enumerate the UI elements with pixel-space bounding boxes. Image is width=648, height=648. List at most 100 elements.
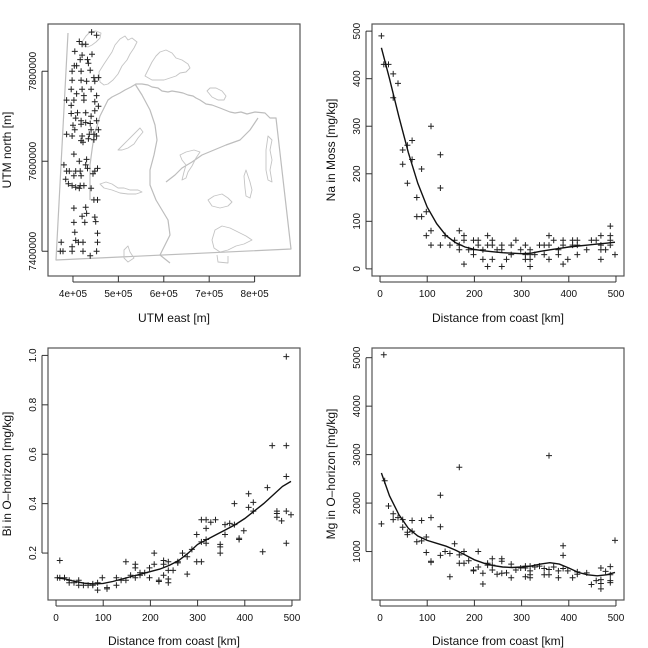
na-point-16 <box>437 151 444 158</box>
map-point-7 <box>89 51 95 58</box>
east-lake-coastline <box>206 87 227 101</box>
bi-smooth-line <box>57 480 292 585</box>
bi-point-64 <box>222 521 228 528</box>
south-lake <box>211 225 253 253</box>
na-point-73 <box>555 251 562 258</box>
bi-point-15 <box>99 574 106 581</box>
bi-ytick-label-1: 0.4 <box>28 496 39 510</box>
mg-point-39 <box>479 581 486 587</box>
map-point-32 <box>68 102 75 109</box>
map-x-axis-label: UTM east [m] <box>138 311 210 325</box>
na-point-51 <box>498 263 505 270</box>
south-bay <box>216 254 229 264</box>
mg-point-72 <box>560 552 567 559</box>
southwest-inlet <box>123 245 135 263</box>
bi-xtick-label-3: 300 <box>189 613 206 624</box>
mg-ytick-label-3: 4000 <box>352 395 363 418</box>
bi-ytick-label-2: 0.6 <box>28 447 39 461</box>
bi-point-1 <box>56 557 63 564</box>
map-ytick-label-1: 7600000 <box>28 141 39 180</box>
mg-point-45 <box>494 571 501 578</box>
mg-point-31 <box>461 548 467 555</box>
mg-y-axis-label: Mg in O–horizon [mg/kg] <box>324 409 338 540</box>
mg-point-80 <box>593 577 600 584</box>
map-point-35 <box>68 110 75 117</box>
map-xtick-label-3: 7e+05 <box>195 289 224 300</box>
mg-point-16 <box>423 534 430 540</box>
map-point-11 <box>73 62 80 69</box>
na-point-90 <box>602 246 609 253</box>
map-point-80 <box>80 182 87 189</box>
bi-point-73 <box>245 504 252 511</box>
na-point-57 <box>522 242 529 249</box>
map-point-33 <box>95 103 102 110</box>
mg-point-17 <box>423 549 430 556</box>
mg-point-25 <box>446 550 453 557</box>
map-point-12 <box>85 60 92 67</box>
na-point-26 <box>446 242 453 249</box>
na-point-20 <box>423 208 430 215</box>
bi-point-84 <box>283 442 290 449</box>
map-point-42 <box>70 122 76 129</box>
na-point-91 <box>607 223 614 230</box>
map-point-31 <box>91 98 98 105</box>
mg-point-90 <box>612 537 618 544</box>
map-point-18 <box>69 77 76 84</box>
na-point-10 <box>399 161 406 168</box>
bi-xtick-label-0: 0 <box>53 613 59 624</box>
map-point-21 <box>91 78 98 85</box>
na-point-32 <box>461 237 467 244</box>
bi-point-60 <box>212 516 219 523</box>
map-point-20 <box>83 78 90 85</box>
bi-point-13 <box>94 587 101 594</box>
map-point-50 <box>69 133 76 139</box>
mg-point-60 <box>527 574 534 581</box>
mg-point-49 <box>503 569 510 576</box>
map-point-67 <box>82 161 89 168</box>
na-x-axis-label: Distance from coast [km] <box>432 311 564 325</box>
map-point-98 <box>94 239 101 246</box>
bi-point-3 <box>61 574 68 581</box>
bi-point-77 <box>264 484 271 491</box>
bi-point-17 <box>104 585 110 592</box>
mg-xtick-label-5: 500 <box>608 613 625 624</box>
map-point-38 <box>88 113 95 120</box>
map-point-51 <box>79 133 86 139</box>
map-point-5 <box>71 48 78 55</box>
mg-ytick-label-1: 2000 <box>352 492 363 515</box>
map-point-68 <box>84 165 91 172</box>
bi-point-71 <box>240 527 247 534</box>
na-point-22 <box>428 227 434 234</box>
mg-point-83 <box>597 580 604 587</box>
map-xtick-label-2: 6e+05 <box>150 289 179 300</box>
na-point-23 <box>428 242 434 249</box>
bi-ytick-label-4: 1.0 <box>28 348 39 362</box>
na-point-77 <box>564 256 571 263</box>
mg-point-66 <box>546 566 552 573</box>
bi-xtick-label-4: 400 <box>236 613 253 624</box>
na-point-17 <box>437 185 444 191</box>
mg-smooth-line <box>380 472 616 577</box>
mg-x-axis: 0 100 200 300 400 500 <box>377 600 625 624</box>
map-point-74 <box>62 176 69 183</box>
na-point-81 <box>574 242 581 249</box>
map-x-axis: 4e+05 5e+05 6e+05 7e+05 8e+05 <box>59 276 269 300</box>
map-point-54 <box>93 133 100 139</box>
bi-point-74 <box>250 499 257 506</box>
map-point-6 <box>79 52 86 59</box>
map-point-66 <box>77 168 84 175</box>
mg-ytick-label-0: 1000 <box>352 540 363 563</box>
map-y-axis: 7400000 7600000 7800000 <box>28 51 48 271</box>
inner-border-line <box>165 117 259 183</box>
map-point-90 <box>81 219 88 226</box>
mg-point-15 <box>418 537 425 544</box>
panel-map: 4e+05 5e+05 6e+05 7e+05 8e+05 7400000 7600000… <box>0 23 301 325</box>
bi-points <box>54 353 294 594</box>
na-plot-frame <box>371 23 625 277</box>
map-point-93 <box>94 230 101 237</box>
bi-xtick-label-5: 500 <box>284 613 301 624</box>
east-lake-1 <box>207 193 233 209</box>
mg-point-47 <box>498 558 505 565</box>
na-point-76 <box>560 261 567 268</box>
mg-ytick-label-4: 5000 <box>352 346 363 369</box>
